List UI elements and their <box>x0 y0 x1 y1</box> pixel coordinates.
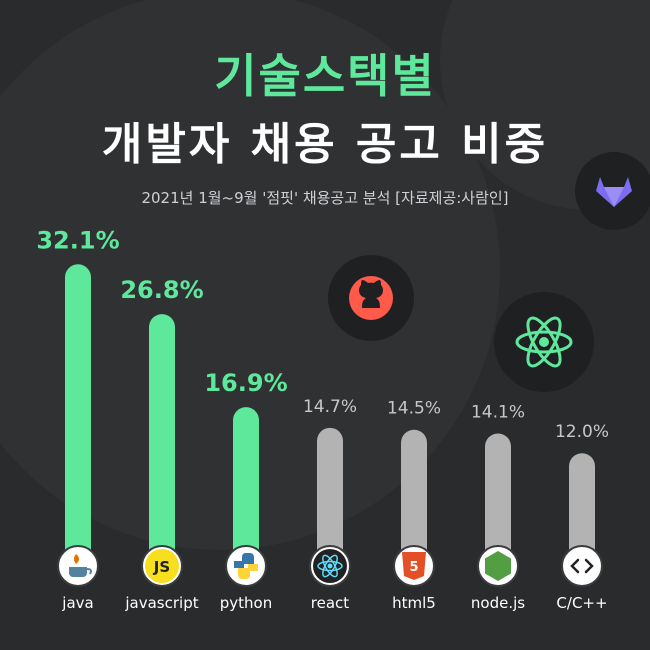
value-label: 14.7% <box>303 397 357 417</box>
value-label: 26.8% <box>120 276 203 304</box>
python-icon-glyph <box>234 553 254 568</box>
nodejs-icon-glyph <box>485 551 511 581</box>
bar-html5 <box>401 429 427 566</box>
value-label: 16.9% <box>204 369 287 397</box>
bar-react <box>317 427 343 566</box>
value-label: 32.1% <box>36 226 119 254</box>
category-label: node.js <box>471 594 525 612</box>
title-line-2: 개발자 채용 공고 비중 <box>101 119 549 170</box>
subtitle: 2021년 1월~9월 '점핏' 채용공고 분석 [자료제공:사람인] <box>141 189 509 207</box>
bar-javascript <box>149 314 175 566</box>
code-brackets-icon-glyph <box>565 549 599 583</box>
value-label: 12.0% <box>555 422 609 442</box>
python-icon-glyph <box>238 564 258 579</box>
category-label: C/C++ <box>556 594 607 612</box>
bar-node.js <box>485 433 511 566</box>
react-icon-glyph <box>322 554 338 578</box>
gitlab-icon <box>575 152 650 230</box>
python-icon <box>225 545 267 587</box>
github-icon <box>328 255 414 341</box>
category-label: javascript <box>124 594 198 612</box>
code-brackets-icon-glyph <box>570 558 594 574</box>
category-label: react <box>311 594 350 612</box>
javascript-icon-glyph: JS <box>153 558 170 576</box>
java-icon-glyph <box>74 554 79 564</box>
category-label: html5 <box>392 594 436 612</box>
javascript-icon-glyph <box>145 549 179 583</box>
java-icon-glyph <box>69 567 87 577</box>
react-icon-glyph <box>317 560 343 572</box>
java-icon-glyph <box>86 568 92 575</box>
category-label: python <box>220 594 272 612</box>
java-icon <box>57 545 99 587</box>
value-label: 14.1% <box>471 402 525 422</box>
title-line-1: 기술스택별 <box>214 49 436 103</box>
bar-python <box>233 407 259 566</box>
react-icon <box>494 292 594 392</box>
category-label: java <box>61 594 93 612</box>
bar-java <box>65 264 91 566</box>
bar-C/C++ <box>569 453 595 566</box>
react-icon-glyph <box>322 554 338 578</box>
html5-icon-glyph <box>402 552 426 580</box>
html5-icon-glyph: 5 <box>409 560 418 575</box>
value-label: 14.5% <box>387 399 441 419</box>
react-icon-glyph <box>327 563 333 569</box>
